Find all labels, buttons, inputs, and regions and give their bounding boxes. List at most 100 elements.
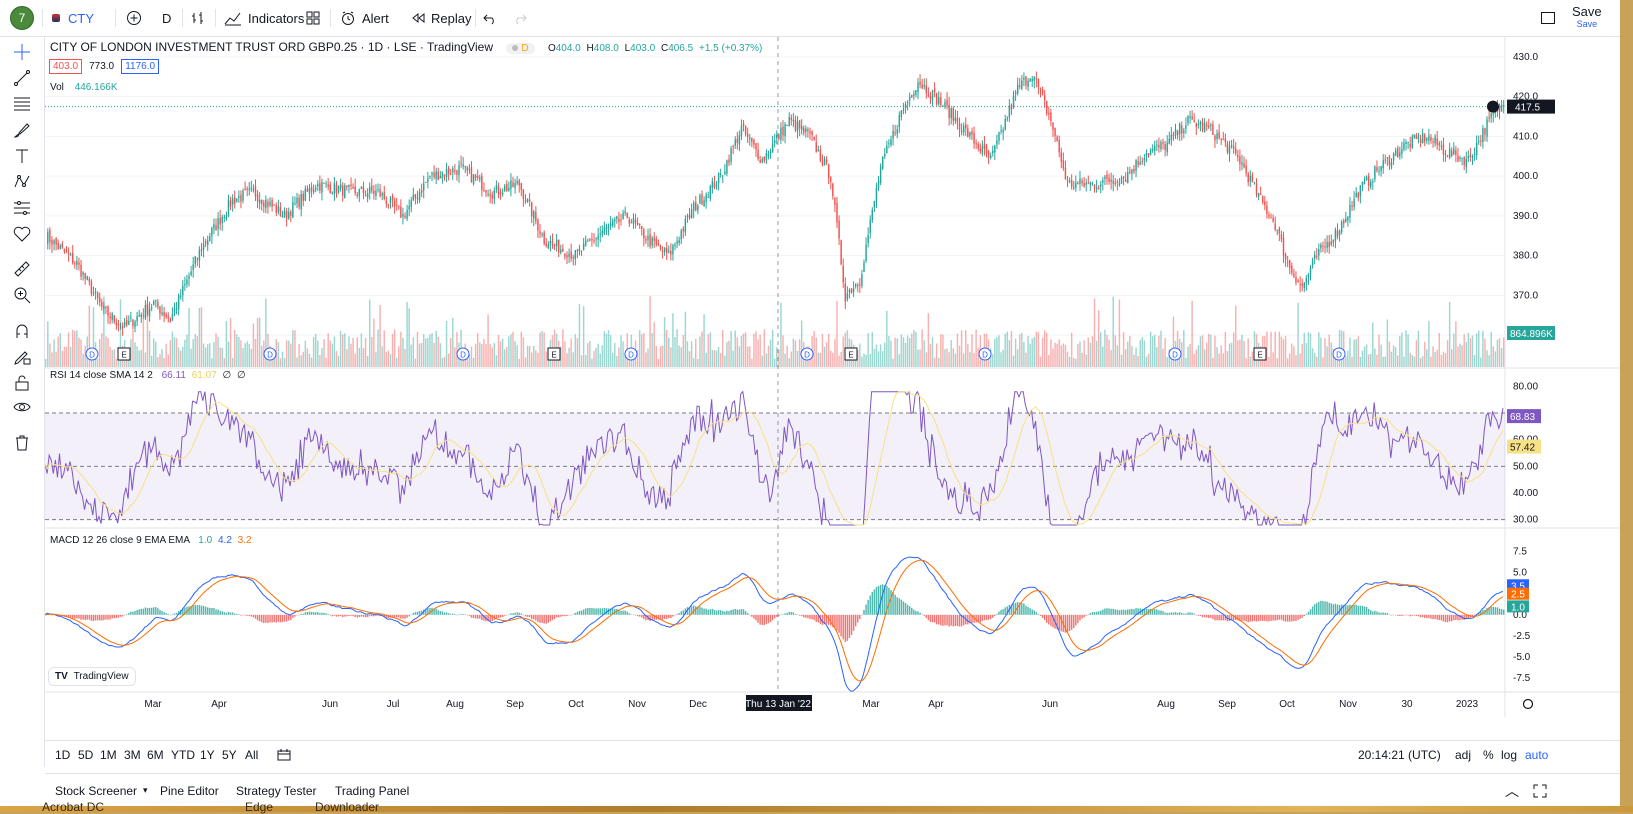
macd-hist-bar — [1388, 614, 1391, 616]
log-toggle[interactable]: log — [1501, 748, 1518, 762]
symbol-search-button[interactable]: CTY — [52, 0, 94, 36]
brush-tool[interactable] — [12, 120, 32, 140]
volume-bar — [1054, 342, 1056, 367]
candle — [1031, 78, 1033, 81]
zoom-tool[interactable] — [12, 285, 32, 305]
taskbar-item-acrobat[interactable]: Acrobat DC — [42, 800, 105, 814]
layouts-button[interactable] — [305, 0, 321, 36]
earnings-marker — [1253, 347, 1267, 361]
range-5d[interactable]: 5D — [78, 748, 94, 762]
trend-line-tool[interactable] — [12, 68, 32, 88]
macd-hist-bar — [1270, 614, 1272, 621]
interval-button[interactable]: D — [162, 0, 171, 36]
candle — [730, 148, 732, 162]
collapse-panel-button[interactable]: ︿ — [1505, 774, 1519, 806]
tab-stock-screener[interactable]: Stock Screener ▾ — [55, 783, 148, 798]
macd-hist-bar — [989, 614, 992, 620]
undo-button[interactable] — [483, 0, 497, 36]
macd-hist-bar — [601, 608, 604, 615]
macd-hist-bar — [717, 610, 720, 615]
volume-bar — [906, 335, 909, 367]
rsi-label: 68.83 — [1510, 412, 1535, 423]
macd-hist-bar — [707, 609, 709, 615]
candle — [798, 120, 801, 129]
range-6m[interactable]: 6M — [147, 748, 164, 762]
volume-bar — [591, 358, 593, 367]
volume-bar — [952, 348, 955, 367]
candle — [1502, 105, 1505, 107]
replay-button[interactable]: Replay — [411, 0, 471, 36]
ask-box[interactable]: 1176.0 — [121, 59, 160, 74]
tab-pine-editor[interactable]: Pine Editor — [160, 783, 219, 798]
tab-trading-panel[interactable]: Trading Panel — [335, 783, 410, 798]
pattern-tool[interactable] — [12, 172, 32, 192]
macd-hist-bar — [1060, 614, 1063, 632]
macd-hist-bar — [1112, 608, 1114, 615]
taskbar-item-downloader[interactable]: Downloader — [315, 800, 380, 814]
range-1m[interactable]: 1M — [100, 748, 117, 762]
macd-hist-bar — [888, 587, 890, 615]
indicators-button[interactable]: Indicators — [224, 0, 304, 36]
dividend-marker — [85, 347, 99, 361]
volume-bar — [362, 348, 365, 367]
macd-hist-bar — [1390, 614, 1393, 616]
range-3m[interactable]: 3M — [124, 748, 141, 762]
text-tool[interactable] — [12, 146, 32, 166]
macd-hist-bar — [1122, 609, 1125, 615]
candle — [433, 172, 435, 177]
redo-button[interactable] — [513, 0, 527, 36]
candle — [969, 131, 971, 137]
candle — [1268, 214, 1270, 217]
candle — [861, 274, 863, 286]
remove-tool[interactable] — [12, 433, 32, 453]
favorites-tool[interactable] — [12, 224, 32, 244]
candle — [1286, 261, 1289, 263]
candle — [1054, 127, 1056, 136]
auto-toggle[interactable]: auto — [1525, 748, 1549, 762]
range-5y[interactable]: 5Y — [222, 748, 237, 762]
macd-hist-bar — [1282, 614, 1285, 621]
bid-box[interactable]: 403.0 — [49, 59, 83, 74]
stay-in-drawing-tool[interactable] — [12, 347, 32, 367]
chart-area[interactable]: 430.0420.0410.0400.0390.0380.0370.0360.0… — [45, 37, 1620, 740]
volume-bar — [898, 354, 901, 367]
tab-strategy-tester[interactable]: Strategy Tester — [236, 783, 317, 798]
volume-bar — [749, 346, 751, 367]
utc-time[interactable]: 20:14:21 (UTC) — [1358, 748, 1441, 762]
d-badge[interactable]: D — [506, 43, 535, 54]
candle — [337, 186, 340, 192]
goto-date-button[interactable] — [277, 741, 291, 769]
chart-style-button[interactable] — [190, 0, 206, 36]
crosshair-tool[interactable] — [12, 42, 32, 62]
range-1d[interactable]: 1D — [55, 748, 71, 762]
compare-button[interactable] — [126, 0, 142, 36]
alert-button[interactable]: Alert — [340, 0, 389, 36]
lock-tool[interactable] — [12, 373, 32, 393]
magnet-tool[interactable] — [12, 321, 32, 341]
tradingview-watermark[interactable]: TV TradingView — [48, 667, 136, 686]
candle — [776, 134, 778, 139]
price-axis-label: 430.0 — [1513, 52, 1538, 63]
percent-toggle[interactable]: % — [1483, 748, 1494, 762]
macd-hist-bar — [715, 610, 718, 615]
macd-hist-bar — [132, 611, 134, 615]
fib-tool[interactable] — [12, 94, 32, 114]
measure-tool[interactable] — [12, 259, 32, 279]
macd-hist-bar — [846, 614, 849, 641]
taskbar-item-edge[interactable]: Edge — [245, 800, 274, 814]
avatar-button[interactable]: 7 — [10, 0, 34, 36]
hide-tool[interactable] — [12, 397, 32, 417]
save-button[interactable]: Save Save — [1572, 0, 1602, 36]
candle — [699, 195, 701, 204]
macd-hist-bar — [1502, 609, 1505, 615]
adj-toggle[interactable]: adj — [1455, 748, 1472, 762]
range-all[interactable]: All — [245, 748, 259, 762]
prediction-tool[interactable] — [12, 198, 32, 218]
maximize-panel-button[interactable] — [1533, 774, 1547, 806]
candle — [763, 156, 766, 161]
range-1y[interactable]: 1Y — [200, 748, 215, 762]
range-ytd[interactable]: YTD — [171, 748, 195, 762]
candle — [989, 155, 992, 158]
fullscreen-button[interactable] — [1540, 0, 1556, 36]
candle — [441, 172, 444, 179]
